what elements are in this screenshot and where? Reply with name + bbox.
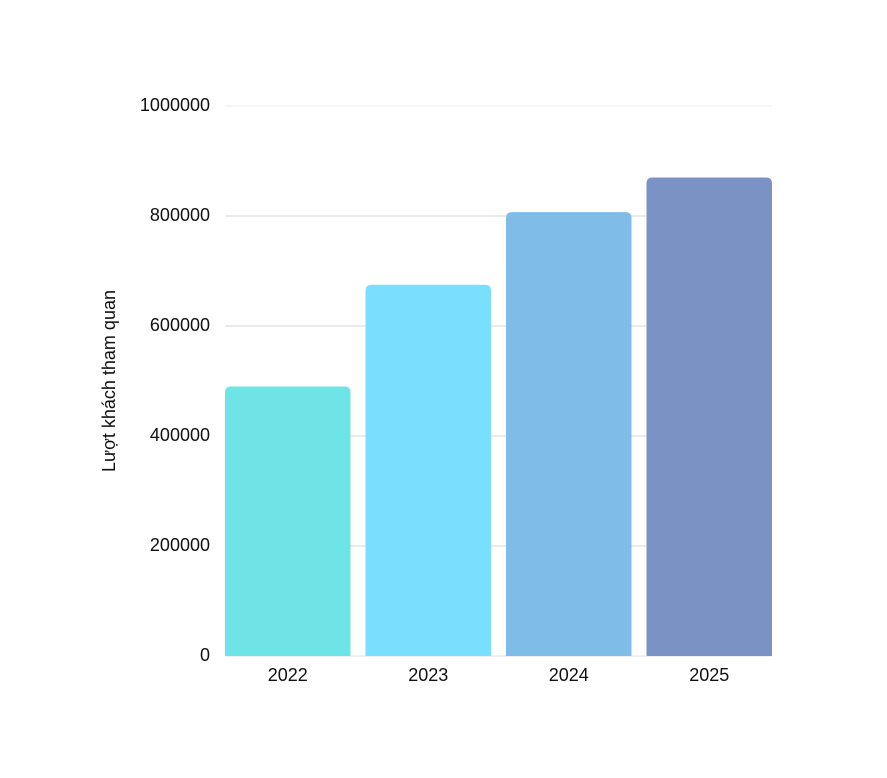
bar <box>506 212 632 656</box>
bar <box>365 284 491 656</box>
y-tick-label: 400000 <box>150 425 210 445</box>
y-tick-label: 200000 <box>150 535 210 555</box>
y-tick-label: 0 <box>200 645 210 665</box>
y-tick-label: 1000000 <box>140 95 210 115</box>
x-tick-label: 2025 <box>689 665 729 685</box>
y-axis-label: Lượt khách tham quan <box>99 290 119 472</box>
x-tick-label: 2022 <box>268 665 308 685</box>
bar <box>646 177 772 656</box>
y-tick-label: 600000 <box>150 315 210 335</box>
x-tick-label: 2023 <box>408 665 448 685</box>
bar <box>225 386 351 656</box>
y-tick-label: 800000 <box>150 205 210 225</box>
x-tick-label: 2024 <box>549 665 589 685</box>
